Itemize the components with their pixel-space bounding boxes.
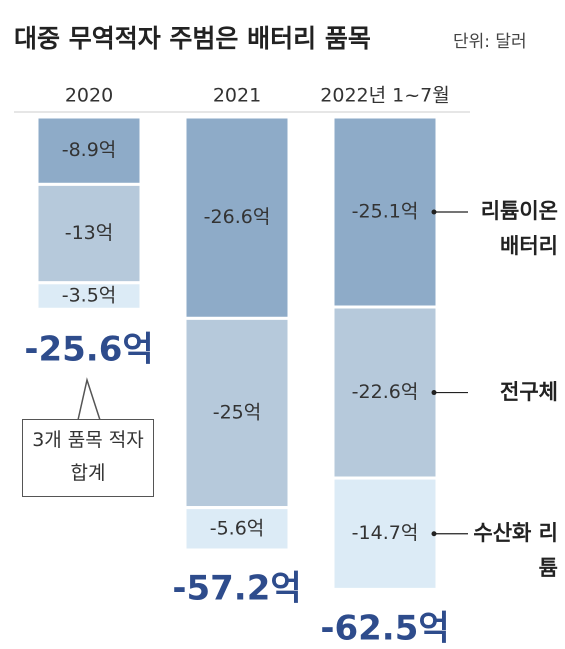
total-label: -25.6억 <box>24 329 153 369</box>
x-tick-label: 2020 <box>65 85 113 107</box>
data-label: -25.1억 <box>352 201 419 223</box>
legend-label: 수산화 리튬 <box>473 520 558 580</box>
callout-pointer <box>77 377 101 421</box>
x-tick-label: 2021 <box>213 85 261 107</box>
bar-segment <box>35 182 143 285</box>
data-label: -14.7억 <box>352 522 419 544</box>
total-label: -62.5억 <box>320 609 449 649</box>
data-label: -8.9억 <box>62 139 117 161</box>
data-label: -5.6억 <box>210 517 265 539</box>
annotation: 3개 품목 적자 합계 <box>22 419 154 497</box>
data-label: -3.5억 <box>62 285 117 307</box>
data-label: -22.6억 <box>352 381 419 403</box>
bar-segment <box>35 281 143 311</box>
data-label: -26.6억 <box>204 206 271 228</box>
chart-title: 대중 무역적자 주범은 배터리 품목 <box>14 24 371 53</box>
legend-label: 리튬이온 배터리 <box>480 199 558 258</box>
bar-segment <box>183 115 291 320</box>
unit-label: 단위: 달러 <box>453 32 527 52</box>
data-label: -25억 <box>213 401 262 423</box>
x-tick-label: 2022년 1~7월 <box>320 85 449 107</box>
bar-segment <box>331 305 439 480</box>
bar-segment <box>331 476 439 591</box>
data-label: -13억 <box>65 222 114 244</box>
total-label: -57.2억 <box>172 569 301 609</box>
bar-segment <box>183 316 291 510</box>
bar-segment <box>183 506 291 552</box>
legend-label: 전구체 <box>500 380 558 405</box>
